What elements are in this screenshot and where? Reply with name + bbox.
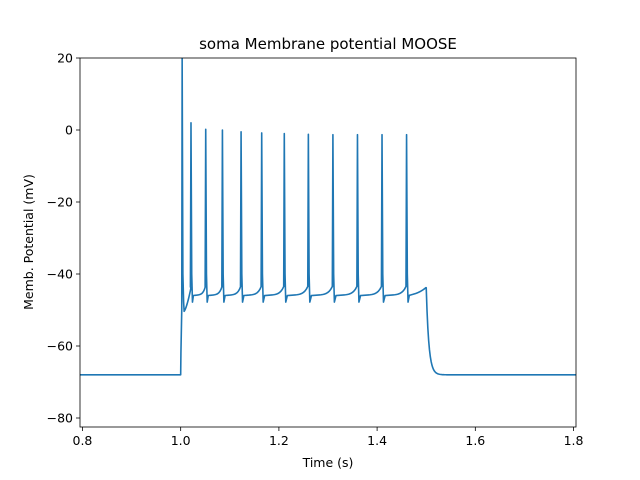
x-tick-label: 0.8 [73, 433, 93, 448]
x-axis-label: Time (s) [302, 455, 354, 470]
x-tick-label: 1.8 [564, 433, 584, 448]
y-tick-label: 0 [65, 123, 73, 138]
y-tick-label: 20 [57, 51, 73, 66]
plot-frame [79, 57, 577, 428]
x-axis: 0.8 1.0 1.2 1.4 1.6 1.8 [73, 427, 584, 448]
y-axis-label: Memb. Potential (mV) [21, 174, 36, 310]
chart-title: soma Membrane potential MOOSE [199, 35, 457, 53]
y-axis: −80 −60 −40 −20 0 20 [47, 51, 80, 426]
x-tick-label: 1.2 [269, 433, 289, 448]
x-tick-label: 1.0 [171, 433, 191, 448]
x-tick-label: 1.6 [465, 433, 485, 448]
y-tick-label: −40 [47, 267, 73, 282]
y-tick-label: −80 [47, 411, 73, 426]
plot-area [80, 58, 576, 376]
x-tick-label: 1.4 [367, 433, 387, 448]
membrane-potential-line [80, 58, 576, 376]
y-tick-label: −60 [47, 339, 73, 354]
y-tick-label: −20 [47, 195, 73, 210]
